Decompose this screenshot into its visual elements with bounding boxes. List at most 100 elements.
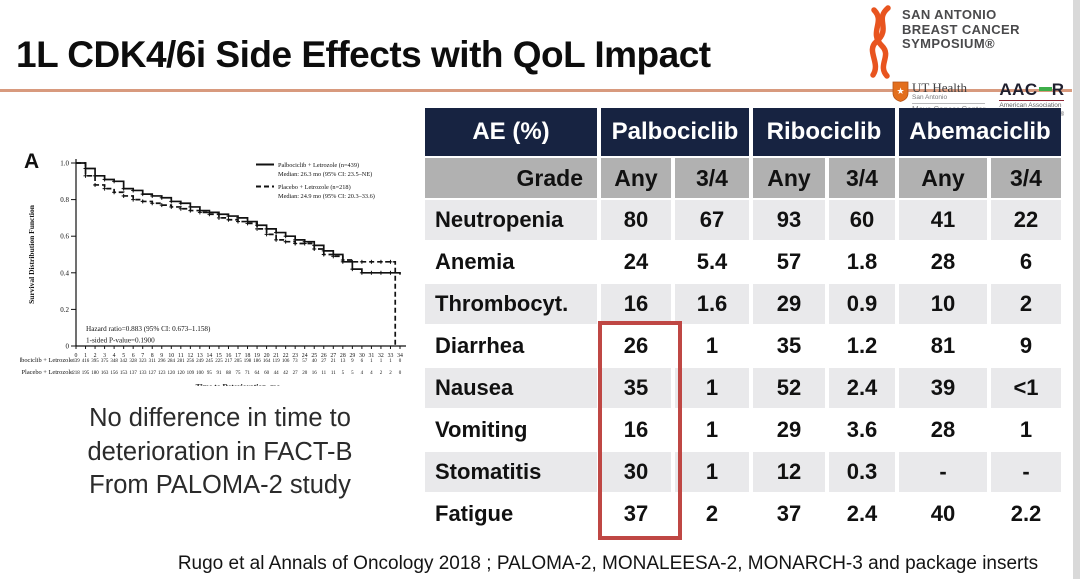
value-cell: 93 [753, 200, 825, 240]
at-risk-label: Placebo + Letrozole [21, 369, 73, 376]
value-cell: 12 [753, 452, 825, 492]
at-risk-count: 323 [139, 359, 147, 364]
at-risk-count: 91 [216, 371, 222, 376]
at-risk-count: 123 [158, 371, 166, 376]
km-x-tick-label: 5 [122, 353, 125, 359]
table-header-cell: Palbociclib [601, 108, 749, 156]
value-cell: 2 [675, 494, 749, 534]
km-x-tick-label: 34 [397, 353, 403, 359]
sabcs-wordmark: SAN ANTONIO BREAST CANCER SYMPOSIUM® [902, 7, 1020, 52]
at-risk-count: 225 [215, 359, 223, 364]
km-y-tick-label: 0 [66, 343, 70, 351]
km-plot-svg: 00.20.40.60.81.00 1 2 3 4 5 6 7 8 9 10 11 12 13 14 15 16… [20, 159, 406, 386]
value-cell: 81 [899, 326, 987, 366]
at-risk-count: 5 [351, 371, 354, 376]
grade-cell: 3/4 [675, 158, 749, 198]
at-risk-count: 11 [321, 371, 326, 376]
ae-label-cell: Thrombocyt. [425, 284, 597, 324]
screen-right-edge [1073, 0, 1080, 579]
km-x-tick-label: 15 [216, 353, 222, 359]
at-risk-count: 44 [274, 371, 280, 376]
value-cell: 0.9 [829, 284, 895, 324]
at-risk-count: 153 [120, 371, 128, 376]
at-risk-count: 71 [245, 371, 251, 376]
at-risk-count: 163 [101, 371, 109, 376]
ut-shield-icon: ★ [892, 81, 909, 102]
at-risk-count: 60 [264, 371, 270, 376]
grade-cell: Any [601, 158, 671, 198]
at-risk-count: 64 [255, 371, 261, 376]
panel-label: A [24, 150, 40, 173]
km-x-tick-label: 13 [197, 353, 203, 359]
km-x-tick-label: 17 [235, 353, 241, 359]
km-x-tick-label: 20 [264, 353, 270, 359]
km-x-tick-label: 1 [84, 353, 87, 359]
km-x-tick-label: 28 [340, 353, 346, 359]
km-annotation: Hazard ratio=0.883 (95% CI: 0.673–1.158) [86, 325, 211, 333]
at-risk-count: 27 [293, 371, 299, 376]
at-risk-count: 395 [91, 359, 99, 364]
value-cell: 35 [753, 326, 825, 366]
value-cell: 1 [675, 452, 749, 492]
legend-series-median: Median: 26.3 mo (95% CI: 23.5–NE) [278, 171, 372, 178]
grade-cell: 3/4 [829, 158, 895, 198]
value-cell: 1 [675, 410, 749, 450]
km-x-tick-label: 16 [226, 353, 232, 359]
km-x-tick-label: 7 [141, 353, 144, 359]
at-risk-count: 100 [196, 371, 204, 376]
value-cell: 1 [991, 410, 1061, 450]
km-x-tick-label: 9 [160, 353, 163, 359]
km-x-tick-label: 32 [378, 353, 384, 359]
table-header-cell: Ribociclib [753, 108, 895, 156]
km-x-tick-label: 26 [321, 353, 327, 359]
value-cell: 22 [991, 200, 1061, 240]
km-y-tick-label: 0.8 [60, 196, 69, 204]
value-cell: 52 [753, 368, 825, 408]
at-risk-count: 205 [234, 359, 242, 364]
value-cell: 60 [829, 200, 895, 240]
km-x-tick-label: 0 [75, 353, 78, 359]
at-risk-count: 119 [272, 359, 280, 364]
km-x-tick-label: 23 [292, 353, 298, 359]
km-y-tick-label: 0.4 [60, 269, 69, 277]
page-title: 1L CDK4/6i Side Effects with QoL Impact [16, 34, 711, 75]
value-cell: - [899, 452, 987, 492]
table-header-cell: Abemaciclib [899, 108, 1061, 156]
at-risk-count: 281 [177, 359, 185, 364]
at-risk-count: 2 [380, 371, 383, 376]
at-risk-count: 4 [361, 371, 364, 376]
callout-line2: deterioration in FACT-B [87, 437, 353, 466]
ae-table: AE (%) Palbociclib Ribociclib Abemaciclib Gr… [425, 108, 1065, 534]
ae-label-cell: Stomatitis [425, 452, 597, 492]
at-risk-count: 1 [380, 359, 383, 364]
at-risk-count: 156 [110, 371, 118, 376]
legend-series-name: Placebo + Letrozole (n=218) [278, 184, 351, 191]
ae-label-cell: Anemia [425, 242, 597, 282]
grade-cell: 3/4 [991, 158, 1061, 198]
value-cell: 37 [753, 494, 825, 534]
value-cell: 29 [753, 410, 825, 450]
value-cell: 1 [675, 368, 749, 408]
km-x-tick-label: 19 [254, 353, 260, 359]
ut-name: UT Health [912, 80, 967, 95]
km-annotation: 1-sided P-value=0.1900 [86, 337, 155, 345]
value-cell: 1.6 [675, 284, 749, 324]
value-cell: 39 [899, 368, 987, 408]
value-cell: <1 [991, 368, 1061, 408]
at-risk-count: 195 [82, 371, 90, 376]
at-risk-count: 40 [312, 359, 318, 364]
at-risk-count: 180 [91, 371, 99, 376]
km-x-tick-label: 8 [151, 353, 154, 359]
km-x-tick-label: 10 [168, 353, 174, 359]
at-risk-count: 439 [72, 359, 80, 364]
value-cell: 37 [601, 494, 671, 534]
sabcs-line1: SAN ANTONIO [902, 7, 997, 22]
value-cell: 40 [899, 494, 987, 534]
value-cell: 2 [991, 284, 1061, 324]
at-risk-count: 75 [236, 371, 242, 376]
km-x-tick-label: 25 [311, 353, 317, 359]
km-x-tick-label: 30 [359, 353, 365, 359]
at-risk-count: 16 [312, 371, 318, 376]
at-risk-count: 1 [370, 359, 373, 364]
